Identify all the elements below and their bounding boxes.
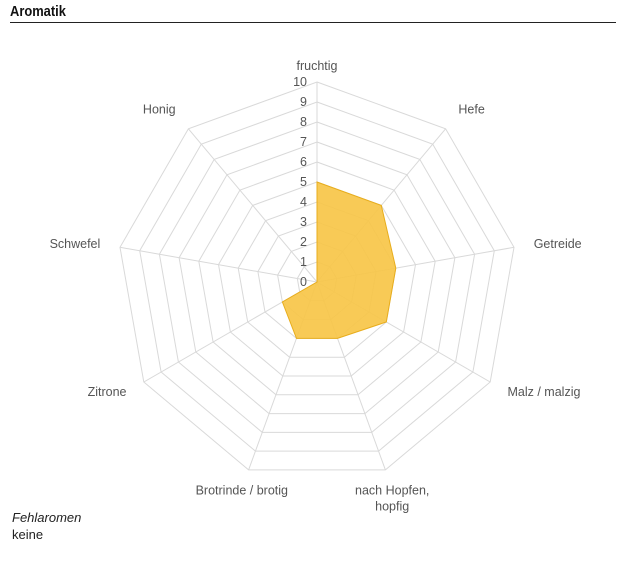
grid-ring-8 [158, 121, 476, 433]
tick-label-5: 5 [300, 175, 307, 189]
tick-label-7: 7 [300, 135, 307, 149]
axis-label-7: Schwefel [50, 237, 101, 251]
grid-ring-9 [139, 101, 495, 452]
grid-spoke-8 [188, 128, 318, 283]
grid-ring-10 [119, 81, 515, 471]
axis-label-2: Getreide [534, 237, 582, 251]
axis-label-0: fruchtig [297, 59, 338, 73]
section-title: Aromatik [10, 3, 66, 20]
off-flavors-label: Fehlaromen [12, 510, 82, 525]
data-polygon [281, 181, 397, 339]
radar-axis-labels: fruchtig Hefe Getreide Malz / malzig nach Ho… [50, 59, 582, 514]
tick-label-8: 8 [300, 115, 307, 129]
tick-label-6: 6 [300, 155, 307, 169]
axis-label-5: Brotrinde / brotig [196, 484, 288, 498]
grid-ring-5 [217, 181, 417, 377]
radar-tick-labels: 0 1 2 3 4 5 6 7 8 9 10 [293, 75, 307, 289]
tick-label-10: 10 [293, 75, 307, 89]
radar-data [281, 181, 397, 339]
tick-label-3: 3 [300, 215, 307, 229]
tick-label-9: 9 [300, 95, 307, 109]
tick-label-2: 2 [300, 235, 307, 249]
tick-label-4: 4 [300, 195, 307, 209]
grid-ring-6 [198, 161, 436, 396]
axis-label-4: nach Hopfen, hopfig [355, 484, 429, 514]
title-divider [10, 22, 616, 23]
grid-spoke-7 [119, 246, 318, 283]
axis-label-6: Zitrone [88, 385, 127, 399]
axis-label-1: Hefe [458, 103, 484, 117]
axis-label-3: Malz / malzig [508, 385, 581, 399]
grid-ring-7 [178, 141, 456, 415]
axis-label-8: Honig [143, 103, 176, 117]
tick-label-0: 0 [300, 275, 307, 289]
tick-label-1: 1 [300, 255, 307, 269]
off-flavors-value: keine [12, 527, 44, 542]
